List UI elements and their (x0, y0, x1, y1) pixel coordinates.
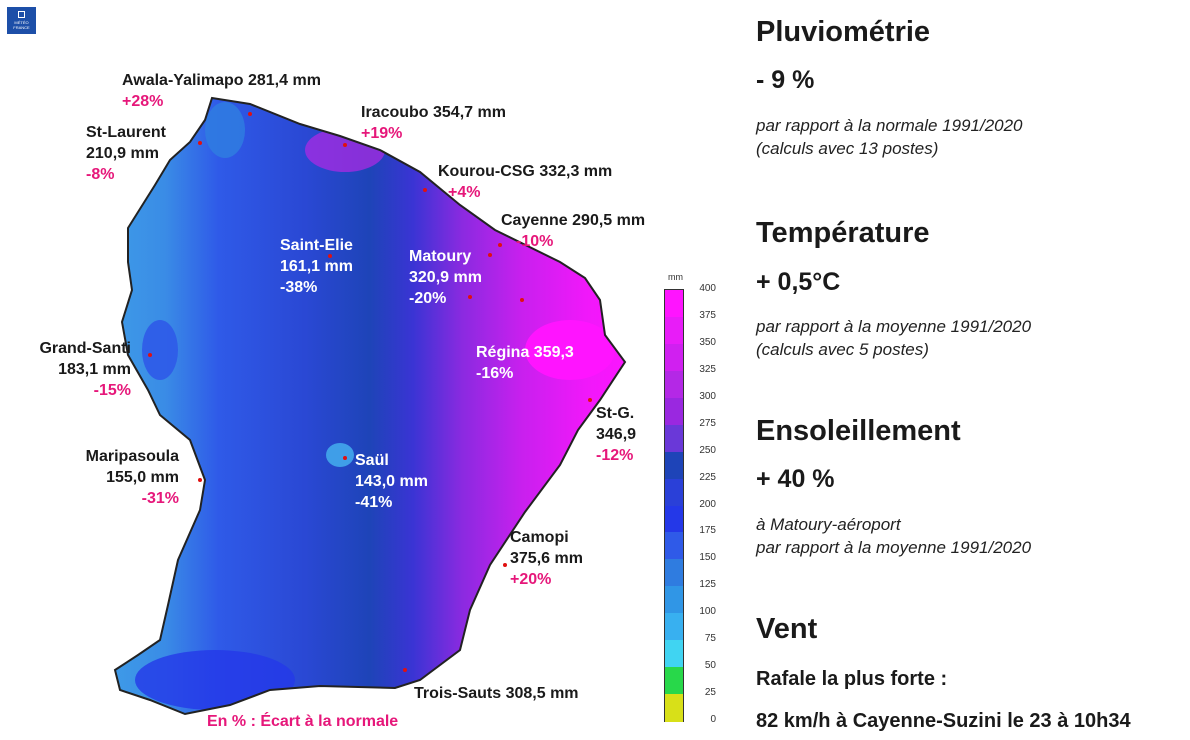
colorbar-tick-label: 25 (704, 687, 716, 699)
colorbar-segment (665, 478, 683, 506)
colorbar-segment (665, 586, 683, 614)
colorbar-segment (665, 451, 683, 480)
station-iracoubo-pct: +19% (361, 125, 403, 142)
colorbar-segment (665, 290, 683, 318)
pluvio-note-2: (calculs avec 13 postes) (756, 139, 939, 158)
station-saul: Saül (355, 452, 389, 469)
colorbar-tick-label: 275 (699, 417, 716, 429)
station-markers (148, 112, 592, 672)
station-matoury: Matoury (409, 248, 472, 265)
station-st-laurent: St-Laurent (86, 124, 166, 141)
station-camopi-pct: +20% (510, 571, 552, 588)
station-saul-pct: -41% (355, 494, 393, 511)
station-cayenne: Cayenne 290,5 mm (501, 212, 646, 229)
pluvio-note-1: par rapport à la normale 1991/2020 (756, 116, 1023, 135)
meteo-france-logo: MÉTÉO FRANCE (7, 7, 36, 34)
colorbar-tick-label: 300 (699, 390, 716, 402)
colorbar-tick-label: 400 (699, 283, 716, 294)
station-st-georges: St-G. (596, 405, 635, 422)
colorbar-tick-label: 150 (699, 552, 716, 564)
colorbar-tick-label: 125 (699, 579, 716, 591)
colorbar-segment (665, 613, 683, 641)
station-regina: Régina 359,3 (476, 344, 574, 361)
station-trois-sauts: Trois-Sauts 308,5 mm (414, 685, 579, 702)
colorbar-tick-label: 75 (704, 633, 716, 645)
sun-title: Ensoleillement (756, 415, 961, 447)
sun-note-1: à Matoury-aéroport (756, 515, 901, 534)
station-st-georges-pct: -12% (596, 447, 634, 464)
station-iracoubo: Iracoubo 354,7 mm (361, 104, 506, 121)
temp-note-2: (calculs avec 5 postes) (756, 340, 929, 359)
temp-value: + 0,5°C (756, 268, 841, 296)
station-saint-elie-amount: 161,1 mm (280, 258, 353, 275)
pluvio-title: Pluviométrie (756, 16, 931, 48)
station-st-laurent-amount: 210,9 mm (86, 145, 159, 162)
station-st-georges-amount: 346,9 (596, 426, 637, 443)
colorbar-tick-label: 0 (710, 714, 716, 725)
colorbar-tick-label: 200 (699, 498, 716, 510)
colorbar-segment (665, 424, 683, 453)
pluvio-value: - 9 % (756, 66, 815, 94)
wind-detail: 82 km/h à Cayenne-Suzini le 23 à 10h34 (756, 710, 1131, 732)
colorbar-tick-label: 50 (704, 660, 716, 672)
station-saint-elie: Saint-Elie (280, 237, 353, 254)
colorbar-segment (665, 532, 683, 560)
rainfall-map (113, 96, 627, 716)
station-camopi-amount: 375,6 mm (510, 550, 583, 567)
station-matoury-pct: -20% (409, 290, 447, 307)
colorbar-tick-label: 100 (699, 606, 716, 618)
station-maripasoula-amount: 155,0 mm (106, 469, 179, 486)
station-camopi: Camopi (510, 529, 569, 546)
station-awala: Awala-Yalimapo 281,4 mm (122, 72, 321, 89)
station-grand-santi: Grand-Santi (39, 340, 131, 357)
colorbar-tick-label: 325 (699, 363, 716, 375)
station-regina-pct: -16% (476, 365, 514, 382)
sun-note-2: par rapport à la moyenne 1991/2020 (756, 538, 1032, 557)
colorbar-unit: mm (668, 272, 683, 282)
station-kourou: Kourou-CSG 332,3 mm (438, 163, 613, 180)
station-saint-elie-pct: -38% (280, 279, 318, 296)
station-maripasoula-pct: -31% (141, 490, 179, 507)
colorbar-tick-label: 250 (699, 444, 716, 456)
colorbar-segment (665, 667, 683, 695)
logo-mark-icon (18, 11, 25, 18)
station-awala-pct: +28% (122, 93, 164, 110)
station-grand-santi-pct: -15% (93, 382, 131, 399)
colorbar-segment (665, 370, 683, 399)
wind-subtitle: Rafale la plus forte : (756, 668, 948, 690)
station-kourou-pct: +4% (448, 184, 481, 201)
colorbar-segment (665, 694, 683, 722)
colorbar (664, 289, 684, 722)
logo-text: MÉTÉO FRANCE (13, 20, 30, 30)
colorbar-segment (665, 316, 683, 345)
colorbar-tick-label: 225 (699, 471, 716, 483)
colorbar-tick-label: 375 (699, 309, 716, 321)
colorbar-segment (665, 559, 683, 587)
temp-title: Température (756, 217, 930, 249)
colorbar-segment (665, 505, 683, 533)
station-maripasoula: Maripasoula (85, 448, 179, 465)
colorbar-segment (665, 640, 683, 668)
station-cayenne-pct: -10% (516, 233, 554, 250)
temp-note-1: par rapport à la moyenne 1991/2020 (756, 317, 1032, 336)
wind-title: Vent (756, 613, 818, 645)
colorbar-tick-label: 350 (699, 336, 716, 348)
station-st-laurent-pct: -8% (86, 166, 115, 183)
legend-note: En % : Écart à la normale (207, 713, 399, 730)
station-grand-santi-amount: 183,1 mm (58, 361, 131, 378)
colorbar-segment (665, 397, 683, 426)
colorbar-tick-label: 175 (699, 525, 716, 537)
guyana-territory (113, 96, 627, 716)
station-saul-amount: 143,0 mm (355, 473, 428, 490)
sun-value: + 40 % (756, 465, 835, 493)
colorbar-segment (665, 343, 683, 372)
station-matoury-amount: 320,9 mm (409, 269, 482, 286)
